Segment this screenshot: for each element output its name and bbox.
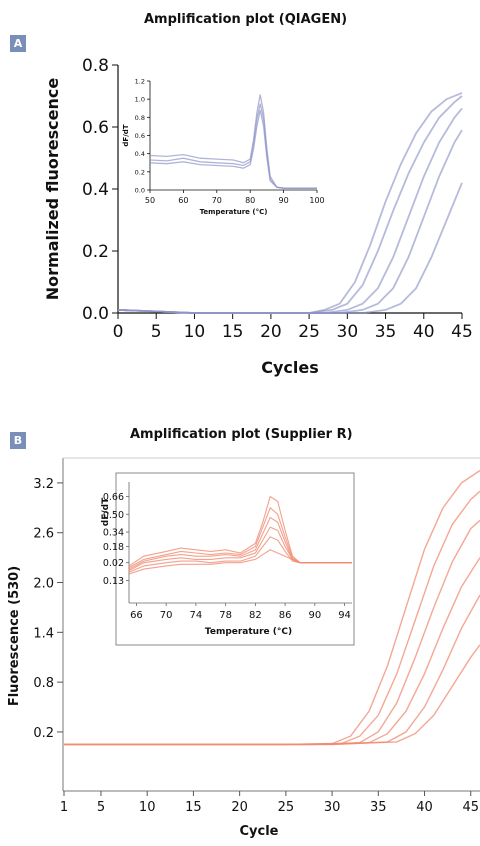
inset-y-tick-label: 0.8 bbox=[135, 114, 145, 122]
amplification-curve bbox=[117, 107, 463, 314]
x-tick-label: 25 bbox=[298, 322, 320, 342]
inset-x-tick-label: 50 bbox=[145, 196, 155, 205]
y-tick-label: 0.6 bbox=[82, 118, 109, 138]
x-tick-label: 15 bbox=[222, 322, 244, 342]
x-tick-label: 1 bbox=[60, 800, 68, 815]
amplification-curve bbox=[117, 129, 463, 314]
inset-y-axis-label: dF/dT bbox=[122, 124, 130, 146]
x-tick-label: 15 bbox=[185, 800, 202, 815]
inset-melt-curve bbox=[128, 549, 352, 575]
x-tick-label: 40 bbox=[413, 322, 435, 342]
x-axis-label: Cycle bbox=[240, 824, 279, 839]
x-tick-label: 30 bbox=[337, 322, 359, 342]
x-tick-label: 10 bbox=[139, 800, 156, 815]
x-tick-label: 5 bbox=[151, 322, 162, 342]
y-tick-label: 2.0 bbox=[33, 577, 54, 592]
y-tick-label: 0.4 bbox=[82, 180, 109, 200]
inset-x-tick-label: 66 bbox=[130, 610, 143, 621]
amplification-curve bbox=[117, 182, 463, 314]
inset-x-tick-label: 70 bbox=[160, 610, 173, 621]
inset-x-tick-label: 94 bbox=[338, 610, 351, 621]
inset-melt-curve bbox=[149, 103, 317, 189]
inset-x-axis-label: Temperature (°C) bbox=[205, 627, 292, 637]
inset-y-tick-label: 0.02 bbox=[103, 558, 124, 569]
inset-x-tick-label: 80 bbox=[245, 196, 255, 205]
inset-x-tick-label: 100 bbox=[309, 196, 324, 205]
inset-melt-curve bbox=[149, 109, 317, 189]
inset-x-tick-label: 74 bbox=[190, 610, 203, 621]
inset-x-tick-label: 86 bbox=[279, 610, 292, 621]
y-tick-label: 0.0 bbox=[82, 304, 109, 324]
y-tick-label: 0.8 bbox=[33, 676, 54, 691]
x-tick-label: 0 bbox=[113, 322, 124, 342]
inset-y-tick-label: 0.6 bbox=[135, 132, 145, 140]
inset-x-tick-label: 90 bbox=[279, 196, 289, 205]
y-tick-label: 0.8 bbox=[82, 56, 109, 76]
inset-y-tick-label: 0.66 bbox=[103, 492, 124, 503]
inset-x-axis-label: Temperature (°C) bbox=[200, 208, 268, 216]
chart-a-qiagen: 0 5 10 15 20 25 30 35 40 45 0.0 0.2 0.4 0.6 0.8 Cycles N… bbox=[43, 56, 473, 377]
y-tick-label: 0.2 bbox=[82, 242, 109, 262]
x-tick-label: 35 bbox=[375, 322, 397, 342]
x-tick-label: 35 bbox=[370, 800, 387, 815]
amplification-curve bbox=[117, 95, 463, 314]
amplification-curve bbox=[117, 92, 463, 314]
x-tick-label: 45 bbox=[462, 800, 479, 815]
inset-melt-curve bbox=[128, 495, 352, 567]
y-axis-label: Normalized fluorescence bbox=[43, 78, 62, 301]
y-tick-label: 3.2 bbox=[33, 477, 54, 492]
inset-y-tick-label: 0.18 bbox=[103, 542, 124, 553]
inset-melt-curve bbox=[149, 94, 317, 189]
chart-b-supplier-r: 1 5 10 15 20 25 30 35 40 450.20.81.42.02.63.2Cycl… bbox=[7, 457, 480, 839]
x-tick-label: 10 bbox=[184, 322, 206, 342]
y-axis-label: Fluorescence (530) bbox=[7, 566, 22, 706]
inset-y-tick-label: 0.50 bbox=[103, 510, 124, 521]
y-tick-label: 0.2 bbox=[33, 726, 54, 741]
inset-melt-curve bbox=[128, 506, 352, 568]
inset-y-tick-label: 0.2 bbox=[135, 168, 145, 176]
x-tick-label: 30 bbox=[324, 800, 341, 815]
inset-x-tick-label: 70 bbox=[212, 196, 222, 205]
inset-y-tick-label: 0.4 bbox=[135, 150, 145, 158]
inset-y-axis-label: dF/dT bbox=[101, 497, 111, 526]
inset-y-tick-label: 1.2 bbox=[135, 78, 145, 86]
x-tick-label: 45 bbox=[451, 322, 473, 342]
inset-x-tick-label: 78 bbox=[219, 610, 232, 621]
x-tick-label: 40 bbox=[416, 800, 433, 815]
y-tick-label: 2.6 bbox=[33, 527, 54, 542]
panel-a-title: Amplification plot (QIAGEN) bbox=[144, 12, 348, 27]
panel-b-title: Amplification plot (Supplier R) bbox=[130, 427, 353, 442]
inset-y-tick-label: 0.0 bbox=[135, 187, 145, 195]
inset-melt-curve bbox=[128, 536, 352, 573]
x-axis-label: Cycles bbox=[261, 358, 319, 377]
panel-b-label: B bbox=[10, 432, 26, 449]
x-tick-label: 20 bbox=[260, 322, 282, 342]
inset-x-tick-label: 90 bbox=[308, 610, 321, 621]
amplification-curve bbox=[64, 644, 480, 746]
inset-y-tick-label: 0.34 bbox=[103, 528, 124, 539]
inset-y-tick-label: 1.0 bbox=[135, 96, 145, 104]
y-tick-label: 1.4 bbox=[33, 626, 54, 641]
x-tick-label: 5 bbox=[97, 800, 105, 815]
inset-y-tick-label: 0.13 bbox=[103, 576, 124, 587]
inset-x-tick-label: 60 bbox=[178, 196, 188, 205]
x-tick-label: 20 bbox=[231, 800, 248, 815]
inset-x-tick-label: 82 bbox=[249, 610, 262, 621]
x-tick-label: 25 bbox=[278, 800, 295, 815]
panel-a-label: A bbox=[10, 35, 26, 52]
